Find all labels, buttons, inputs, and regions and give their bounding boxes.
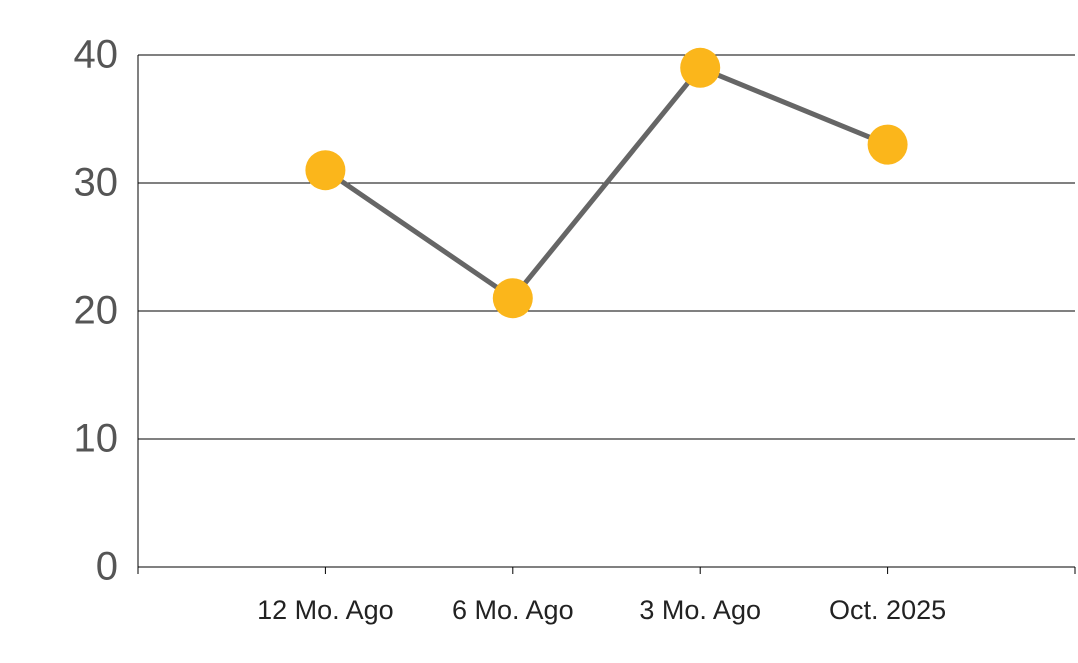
x-tick-label: 6 Mo. Ago [452,595,574,625]
x-tick-label: 12 Mo. Ago [257,595,394,625]
y-tick-label: 20 [74,289,119,333]
x-tick-label: Oct. 2025 [829,595,946,625]
y-tick-label: 0 [96,545,118,589]
x-tick-label: 3 Mo. Ago [639,595,761,625]
y-tick-label: 10 [74,417,119,461]
marker [492,278,533,319]
y-tick-label: 40 [74,33,119,77]
marker [680,47,721,88]
y-tick-label: 30 [74,161,119,205]
marker [305,150,346,191]
marker [867,124,908,165]
series-line [323,64,889,302]
